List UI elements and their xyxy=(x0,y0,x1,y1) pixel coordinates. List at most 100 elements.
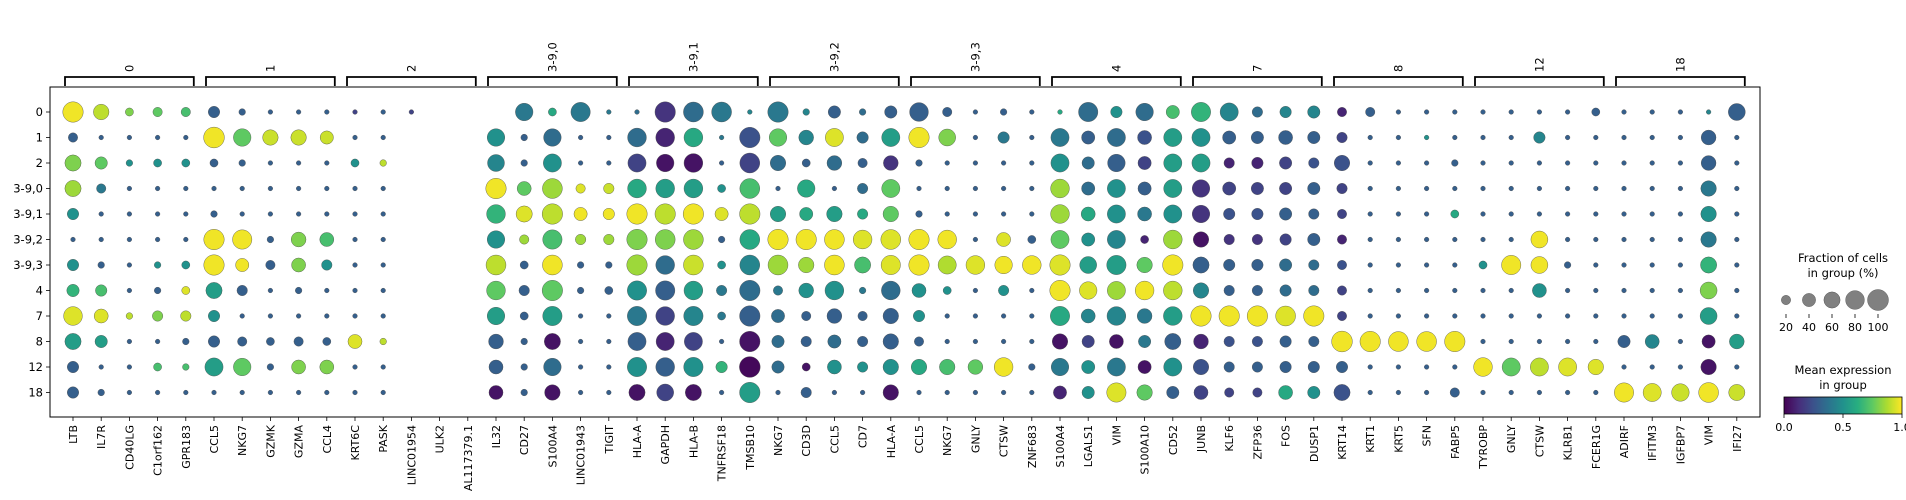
dot xyxy=(1223,234,1235,245)
dot xyxy=(352,313,358,319)
dot xyxy=(352,236,358,243)
dot xyxy=(239,185,245,192)
dot xyxy=(798,129,814,146)
dot xyxy=(1508,287,1514,294)
dot xyxy=(1621,236,1627,243)
dot xyxy=(1250,131,1264,144)
dot xyxy=(1001,313,1007,319)
dot xyxy=(1337,285,1347,296)
dot xyxy=(182,337,190,346)
dot xyxy=(64,333,82,350)
dot xyxy=(767,101,789,123)
dot xyxy=(1224,387,1235,398)
dot xyxy=(739,178,760,199)
dot xyxy=(1565,160,1571,166)
dot xyxy=(911,283,927,298)
dot xyxy=(1163,229,1183,250)
dot xyxy=(1649,236,1655,243)
dot xyxy=(859,286,867,295)
dot xyxy=(1029,160,1035,166)
dot xyxy=(1251,106,1263,118)
gene-group-label: 3-9,0 xyxy=(545,42,559,72)
dot xyxy=(606,134,612,141)
dot xyxy=(1359,331,1381,352)
dot xyxy=(291,359,306,375)
dot xyxy=(520,388,528,397)
dot xyxy=(1051,358,1069,376)
gene-tick-label: IL32 xyxy=(490,425,503,448)
dot xyxy=(1029,134,1035,141)
colorbar-tick-label: 0.5 xyxy=(1834,421,1852,434)
dot xyxy=(1677,134,1683,141)
dot xyxy=(1700,129,1717,146)
dot xyxy=(93,104,110,120)
dot xyxy=(683,306,704,326)
group-tick-label: 4 xyxy=(36,284,43,298)
gene-group-bracket xyxy=(628,76,759,86)
dot xyxy=(683,101,704,123)
dot xyxy=(1450,209,1460,219)
dot xyxy=(265,260,276,270)
dot xyxy=(627,178,647,199)
dot xyxy=(825,128,844,147)
dot xyxy=(1163,153,1183,173)
dot xyxy=(1137,206,1152,222)
dot xyxy=(655,229,676,250)
dot xyxy=(233,358,252,376)
dot xyxy=(1593,236,1599,243)
dot xyxy=(1193,282,1209,299)
dot xyxy=(1452,287,1458,294)
dot xyxy=(1081,130,1096,145)
dot xyxy=(914,336,924,347)
dot xyxy=(266,235,274,244)
dot xyxy=(1649,160,1655,166)
dot xyxy=(826,206,843,222)
gene-tick-label: IGFBP7 xyxy=(1674,425,1687,464)
dot xyxy=(183,389,189,396)
dot xyxy=(379,159,387,167)
dot xyxy=(1192,179,1210,198)
dot xyxy=(883,155,899,171)
dot xyxy=(939,359,956,375)
dot xyxy=(1107,179,1126,198)
dot xyxy=(1677,262,1683,268)
dot xyxy=(1193,333,1209,350)
dot xyxy=(1480,109,1486,115)
dot xyxy=(1480,236,1486,243)
dot xyxy=(1308,259,1320,271)
group-tick-label: 1 xyxy=(36,131,43,145)
dot xyxy=(487,230,505,249)
dot xyxy=(795,229,817,250)
dot xyxy=(604,286,614,295)
dot xyxy=(1530,230,1549,249)
dot xyxy=(1536,389,1542,396)
dot xyxy=(519,260,529,270)
dot xyxy=(1001,389,1007,396)
dot xyxy=(944,338,950,345)
dot xyxy=(1367,185,1373,192)
dot xyxy=(1677,109,1683,115)
dot xyxy=(775,185,781,192)
dot xyxy=(606,313,612,319)
gene-tick-label: VIM xyxy=(1703,425,1716,445)
dot xyxy=(1614,382,1634,403)
dot xyxy=(267,287,273,294)
dot xyxy=(1307,105,1321,119)
gene-group-label: 0 xyxy=(122,65,136,72)
dot xyxy=(352,134,358,141)
gene-group-brackets: 0 1 2 3-9,0 3-9,1 3-9,2 3-9,3 4 7 8 12 18 xyxy=(64,42,1746,86)
gene-group-bracket xyxy=(1615,76,1746,86)
dot xyxy=(1336,361,1348,373)
dot xyxy=(1191,128,1211,147)
dot xyxy=(1050,306,1070,326)
dot xyxy=(126,236,132,243)
dot xyxy=(717,184,726,193)
dot xyxy=(542,306,563,326)
dot xyxy=(1424,364,1430,370)
dot xyxy=(1029,211,1035,217)
dot xyxy=(578,364,584,370)
dot xyxy=(1081,335,1095,348)
dot xyxy=(1081,181,1096,196)
dot xyxy=(1649,364,1655,370)
dot xyxy=(1078,102,1099,122)
